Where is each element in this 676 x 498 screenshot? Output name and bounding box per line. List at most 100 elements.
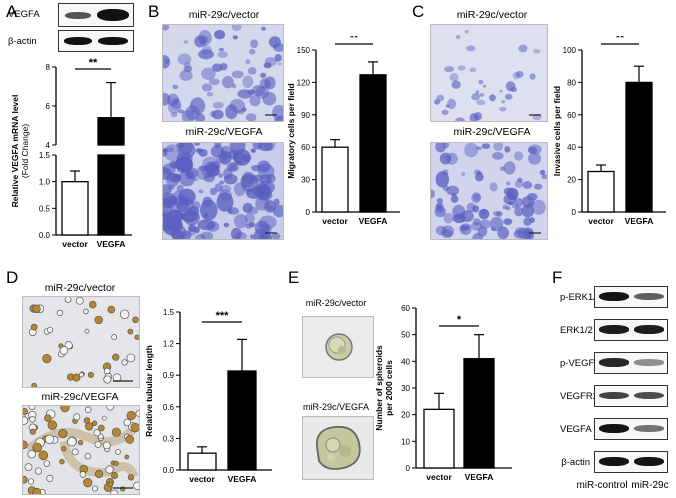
blot-label-vegfa-a: VEGFA [8, 9, 40, 20]
significance-mark-e: * [457, 314, 462, 326]
y-tick-label-d: 0.0 [163, 466, 175, 475]
caption-c-vegfa: miR-29c/VEGFA [453, 126, 531, 138]
x-label-a: VEGFA [97, 239, 126, 249]
y-tick-label-d: 1.5 [163, 308, 175, 317]
tube-image-d-vegfa [22, 405, 140, 495]
blot-label-actin-a: β-actin [8, 36, 37, 47]
bar-e-vegfa [463, 358, 495, 469]
y-tick-label-b: 150 [297, 46, 311, 55]
x-label-e: VEGFA [465, 472, 494, 482]
blot-band [634, 325, 664, 334]
transwell-image-b-vegfa [162, 142, 284, 240]
micrograph-texture [433, 29, 542, 121]
bar-a-vegfa-lower [97, 154, 125, 236]
y-tick-label-d: 1.2 [163, 340, 175, 349]
spheroid-image-e-vector [302, 316, 374, 378]
y-tick-label-b: 0 [306, 208, 311, 217]
x-label-b: VEGFA [359, 216, 388, 226]
blot-strip-f [594, 319, 668, 341]
y-tick-label-c: 60 [567, 111, 576, 120]
y-tick-label-a: 6 [46, 102, 51, 111]
x-label-d: VEGFA [228, 474, 257, 484]
y-tick-label-e: 10 [401, 437, 410, 446]
bar-b-vegfa [359, 74, 387, 213]
panel-letter-b: B [148, 2, 160, 21]
blot-band [599, 457, 629, 466]
blot-actin-a [58, 30, 134, 52]
caption-c-vector: miR-29c/vector [456, 9, 528, 21]
y-tick-label-c: 100 [563, 46, 577, 55]
blot-label-f: β-actin [561, 457, 590, 468]
y-tick-label-b: 30 [301, 176, 310, 185]
significance-mark-a: ** [89, 57, 98, 69]
y-axis-label-a: Relative VEGFA mRNA level(Fold Change) [10, 95, 30, 208]
blot-strip-f [594, 286, 668, 308]
y-tick-label-c: 20 [567, 176, 576, 185]
x-label-c: vector [588, 216, 614, 226]
caption-e-vector: miR-29c/vector [305, 298, 367, 308]
y-tick-label-e: 60 [401, 304, 410, 313]
x-label-c: VEGFA [625, 216, 654, 226]
y-axis-label-b: Migratory cells per field [286, 83, 296, 178]
bar-c-vector [587, 170, 615, 213]
y-tick-label-a: 4 [46, 141, 51, 150]
blot-band [599, 391, 629, 400]
blot-band [65, 12, 91, 19]
lane-label-control: miR-control [576, 480, 628, 491]
chart-c: 0 20 40 60 80 100 vector VEGFA ** Invasive cells … [552, 36, 666, 226]
caption-d-vector: miR-29c/vector [44, 282, 116, 294]
panel-letter-d: D [6, 268, 19, 287]
bar-a-vegfa-upper [97, 117, 125, 146]
blot-band [634, 391, 664, 400]
blot-strip-f [594, 451, 668, 473]
blot-strip-f [594, 385, 668, 407]
y-tick-label-d: 0.3 [163, 434, 175, 443]
significance-mark-c: ** [616, 36, 625, 44]
blot-label-f: ERK1/2 [560, 325, 593, 336]
caption-b-vector: miR-29c/vector [188, 9, 260, 21]
panel-letter-e: E [288, 268, 300, 287]
y-axis-label-d: Relative tubular length [144, 345, 154, 437]
caption-b-vegfa: miR-29c/VEGFA [185, 126, 263, 138]
blot-strip-f [594, 418, 668, 440]
panel-letter-c: C [412, 2, 425, 21]
x-label-d: vector [189, 474, 215, 484]
y-tick-label-b: 120 [297, 78, 311, 87]
y-tick-label-c: 80 [567, 78, 576, 87]
chart-d: 0.0 0.3 0.6 0.9 1.2 1.5 vector VEGFA *** Relative… [144, 308, 272, 484]
chart-b: 0 30 60 90 120 150 vector VEGFA ** Migratory cell… [286, 36, 400, 226]
spheroid-drawing [315, 425, 361, 470]
chart-e: 0 10 20 30 40 50 60 vector VEGFA * Number of spher… [374, 304, 512, 482]
y-tick-label-e: 40 [401, 357, 410, 366]
blot-band [599, 424, 629, 433]
y-tick-label-b: 60 [301, 143, 310, 152]
y-tick-label-a: 1.0 [39, 178, 51, 187]
y-axis-label-e: Number of spheroidsper 2000 cells [374, 345, 394, 431]
y-tick-label-a: 0.0 [39, 231, 51, 240]
spheroid-drawing [325, 333, 353, 361]
y-tick-label-d: 0.6 [163, 403, 175, 412]
blot-band [634, 425, 664, 432]
x-label-b: vector [322, 216, 348, 226]
bar-d-vector [187, 452, 217, 471]
y-tick-label-c: 0 [572, 208, 577, 217]
blot-band [634, 292, 664, 301]
caption-d-vegfa: miR-29c/VEGFA [41, 391, 119, 403]
blot-band [634, 457, 664, 466]
invasion-image-c-vector [430, 24, 548, 122]
transwell-image-b-vector [162, 24, 284, 122]
blot-band [599, 325, 629, 334]
caption-e-vegfa: miR-29c/VEGFA [302, 402, 369, 412]
significance-mark-d: *** [216, 310, 230, 322]
blot-band [98, 37, 128, 45]
blot-band [634, 359, 664, 366]
blot-band [599, 292, 629, 301]
invasion-image-c-vegfa [430, 142, 548, 240]
micrograph-texture [28, 297, 139, 387]
bar-b-vector [321, 146, 349, 213]
blot-label-f: VEGFR2 [560, 391, 599, 402]
spheroid-image-e-vegfa [302, 416, 374, 480]
micrograph-texture [163, 25, 283, 121]
bar-d-vegfa [227, 370, 257, 471]
micrograph-texture [431, 143, 547, 239]
